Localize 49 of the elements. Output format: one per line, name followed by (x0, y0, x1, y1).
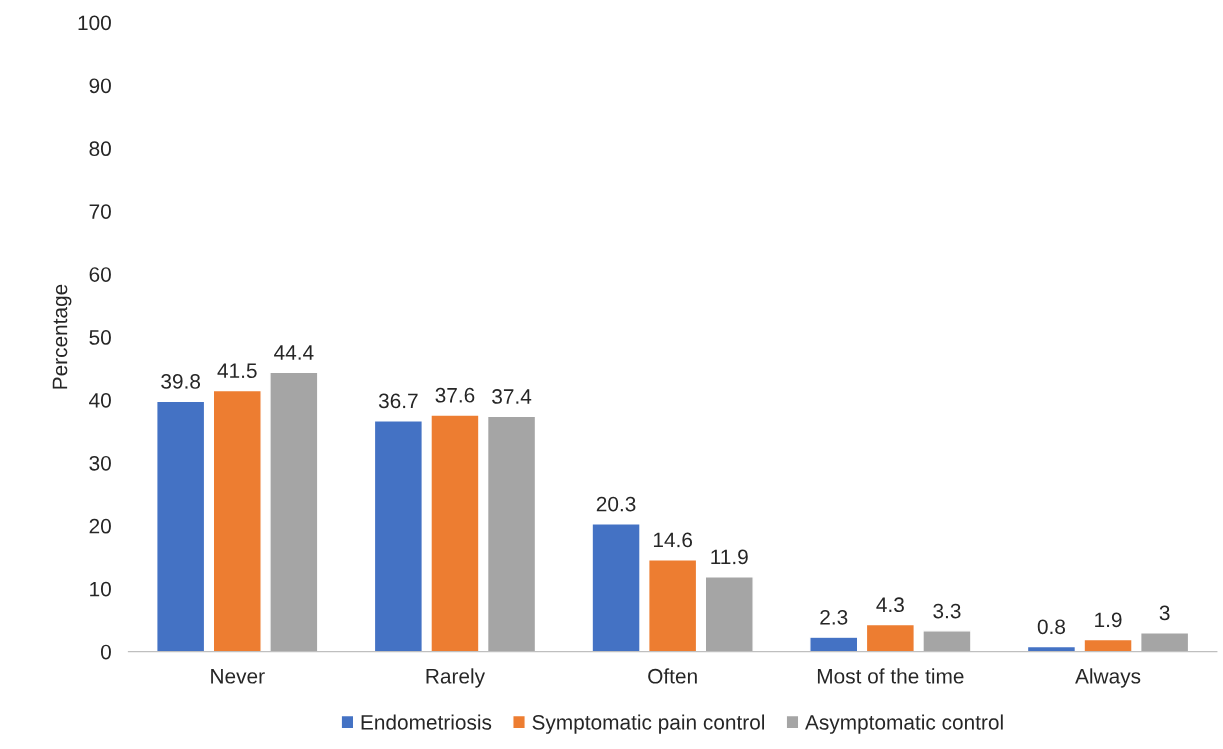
x-tick-label: Always (1075, 668, 1141, 688)
legend-label: Endometriosis (361, 714, 492, 730)
data-label: 3 (1159, 605, 1170, 621)
data-label: 11.9 (711, 549, 748, 565)
bar (1083, 638, 1133, 652)
data-label: 44.4 (274, 345, 314, 360)
x-tick-label: Often (648, 668, 697, 684)
data-label: 14.6 (653, 532, 693, 548)
bar (156, 400, 206, 652)
bar (591, 523, 641, 652)
y-tick-label: 90 (89, 78, 111, 94)
y-tick-label: 50 (89, 330, 111, 345)
y-axis-title: Percentage (52, 284, 72, 389)
bar (648, 559, 698, 652)
data-label: 37.6 (435, 387, 475, 403)
data-label: 20.3 (596, 496, 636, 512)
y-tick-label: 60 (89, 267, 111, 282)
y-tick-label: 10 (90, 581, 111, 597)
y-tick-label: 40 (89, 392, 111, 408)
bar (1139, 632, 1190, 652)
bar (430, 414, 480, 652)
data-label: 3.3 (933, 603, 961, 619)
data-label: 2.3 (820, 609, 848, 625)
y-tick-label: 100 (78, 15, 111, 31)
y-tick-label: 20 (89, 518, 111, 534)
bar (373, 420, 423, 652)
x-tick-label: Most of the time (817, 668, 964, 684)
legend-label: Symptomatic pain control (532, 714, 765, 734)
data-label: 39.8 (161, 374, 201, 389)
data-label: 37.4 (492, 389, 532, 404)
data-label: 36.7 (378, 393, 418, 409)
x-tick-label: Never (211, 669, 265, 684)
bar (809, 636, 859, 652)
y-tick-label: 30 (89, 455, 111, 471)
data-label: 41.5 (217, 363, 257, 379)
bar (486, 415, 537, 652)
data-label: 1.9 (1095, 612, 1122, 628)
x-tick-label: Rarely (426, 668, 486, 688)
bar (269, 371, 319, 652)
y-tick-label: 0 (100, 644, 111, 660)
bar (865, 623, 915, 652)
bar (922, 630, 972, 652)
data-label: 4.3 (876, 597, 904, 613)
y-tick-label: 70 (89, 204, 111, 219)
bar (212, 389, 262, 652)
bar (704, 576, 754, 652)
legend-label: Asymptomatic control (805, 714, 1003, 734)
data-label: 0.8 (1037, 619, 1066, 635)
y-tick-label: 80 (89, 141, 111, 157)
